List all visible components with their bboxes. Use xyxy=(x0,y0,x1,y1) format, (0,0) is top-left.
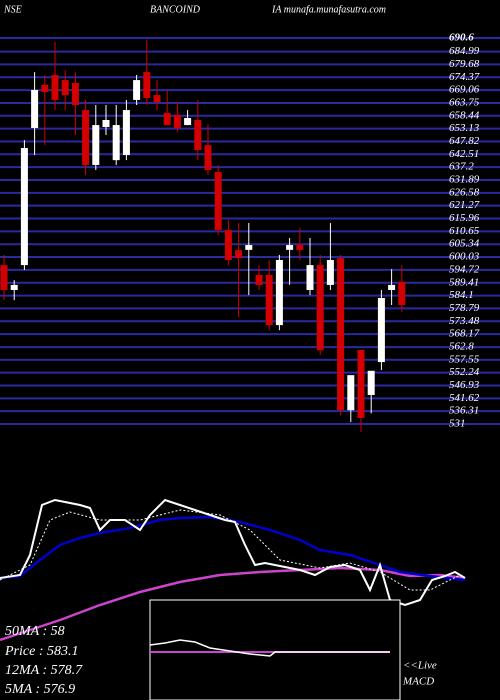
y-tick-label: 669.06 xyxy=(449,84,480,96)
candle-body xyxy=(194,119,202,150)
candle-body xyxy=(184,118,192,126)
candle-body xyxy=(337,258,345,411)
y-tick-label: 615.96 xyxy=(449,212,480,224)
candle-body xyxy=(275,260,283,326)
candle-body xyxy=(306,265,314,291)
y-tick-label: 605.34 xyxy=(449,238,480,250)
y-tick-label: 653.13 xyxy=(449,122,480,134)
y-tick-label: 589.41 xyxy=(449,276,479,288)
y-tick-label: 610.65 xyxy=(449,225,480,237)
y-tick-label: 626.58 xyxy=(449,186,480,198)
candle-body xyxy=(214,171,222,231)
ma12-label: 12MA : 578.7 xyxy=(5,663,83,678)
candle-body xyxy=(10,284,18,291)
candle-body xyxy=(173,114,181,128)
y-tick-label: 631.89 xyxy=(449,174,480,186)
candle-body xyxy=(235,250,243,259)
y-tick-label: 552.24 xyxy=(449,366,480,378)
candle-body xyxy=(265,275,273,326)
live-label: <<Live xyxy=(403,660,437,672)
candle-body xyxy=(316,265,324,351)
candle-body xyxy=(286,245,294,250)
candle-body xyxy=(71,82,79,105)
y-tick-label: 578.79 xyxy=(449,302,480,314)
candle-body xyxy=(102,119,110,128)
y-tick-label: 621.27 xyxy=(449,199,480,211)
candle-body xyxy=(61,80,69,96)
y-tick-label: 663.75 xyxy=(449,96,480,108)
candle-body xyxy=(204,145,212,171)
y-tick-label: 658.44 xyxy=(449,109,480,121)
candle-body xyxy=(133,80,141,100)
y-tick-label: 600.03 xyxy=(449,251,480,263)
macd-box xyxy=(149,599,401,700)
ma5-label: 5MA : 576.9 xyxy=(5,682,75,697)
y-tick-label: 642.51 xyxy=(449,148,479,160)
y-tick-label: 557.55 xyxy=(449,353,480,365)
price-label: Price : 583.1 xyxy=(4,644,78,659)
candle-body xyxy=(112,125,120,161)
y-tick-label: 647.82 xyxy=(449,135,480,147)
y-tick-label: 679.68 xyxy=(449,58,480,70)
candle-body xyxy=(143,72,151,98)
candles xyxy=(0,39,406,432)
candle-body xyxy=(0,265,8,291)
y-tick-label: 568.17 xyxy=(449,328,480,340)
ma-line-50 xyxy=(0,566,466,642)
y-tick-label: 541.62 xyxy=(449,392,480,404)
candle-body xyxy=(326,260,334,285)
y-tick-label: 546.93 xyxy=(449,379,480,391)
exchange: NSE xyxy=(3,4,22,15)
candle-body xyxy=(163,112,171,126)
candle-body xyxy=(388,284,396,291)
y-tick-label: 536.31 xyxy=(449,405,479,417)
candle-body xyxy=(357,349,365,418)
candle-body xyxy=(367,370,375,395)
indicator-panel xyxy=(0,498,466,700)
candle-body xyxy=(41,84,49,92)
candle-body xyxy=(296,245,304,250)
candle-body xyxy=(31,89,39,128)
candle-body xyxy=(20,148,28,266)
macd-label: MACD xyxy=(402,676,434,688)
candle-body xyxy=(122,110,130,156)
candle-body xyxy=(398,282,406,306)
macd-line xyxy=(149,639,390,657)
y-tick-label: 594.72 xyxy=(449,263,480,275)
candle-body xyxy=(224,230,232,261)
y-tick-label: 684.99 xyxy=(449,45,480,57)
candle-body xyxy=(377,297,385,363)
source: IA munafa.munafasutra.com xyxy=(271,4,386,15)
candle-body xyxy=(51,75,59,100)
y-tick-label: 573.48 xyxy=(449,315,480,327)
y-tick-label: 584.1 xyxy=(449,289,474,301)
ma50-label: 50MA : 58 xyxy=(5,624,65,639)
y-tick-label: 562.8 xyxy=(449,341,474,353)
y-tick-label: 637.2 xyxy=(449,161,474,173)
y-tick-label: 531 xyxy=(449,418,466,430)
candle-body xyxy=(92,125,100,165)
y-tick-label: 674.37 xyxy=(449,71,480,83)
candle-body xyxy=(82,110,90,165)
candle-body xyxy=(347,375,355,411)
symbol: BANCOIND xyxy=(150,4,201,15)
y-tick-label: 690.6 xyxy=(449,32,474,44)
candle-body xyxy=(255,275,263,285)
candle-body xyxy=(245,245,253,250)
candle-body xyxy=(153,95,161,103)
